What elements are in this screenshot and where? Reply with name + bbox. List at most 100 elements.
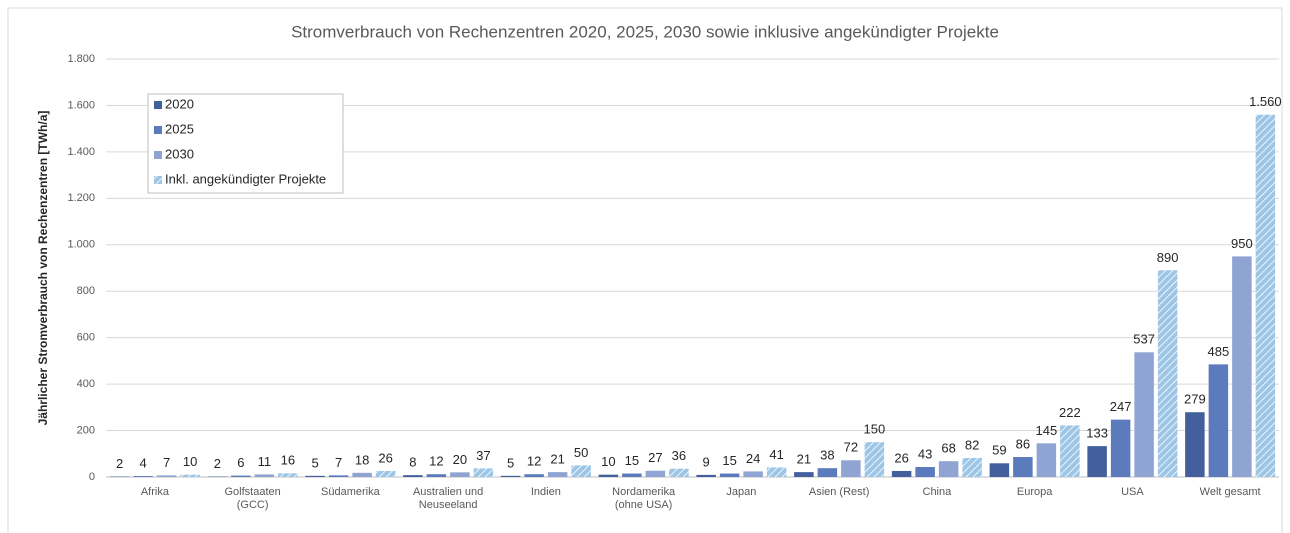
x-tick-label: Südamerika — [321, 486, 380, 498]
data-label: 890 — [1157, 250, 1179, 265]
data-label: 38 — [820, 448, 834, 463]
data-label: 537 — [1133, 332, 1155, 347]
bar — [1134, 352, 1154, 477]
x-tick-label: Asien (Rest) — [808, 486, 870, 498]
data-label: 27 — [648, 450, 662, 465]
y-tick-label: 1.800 — [67, 53, 95, 65]
x-tick-label: Australien und Neuseeland — [412, 486, 484, 511]
bar — [375, 470, 396, 477]
bar — [1185, 412, 1205, 477]
bar — [1232, 256, 1252, 477]
data-label: 10 — [601, 454, 615, 469]
data-label: 72 — [844, 440, 858, 455]
bar — [794, 472, 814, 477]
data-label: 11 — [258, 454, 272, 469]
bar — [571, 465, 591, 477]
bar — [622, 473, 642, 477]
data-label: 7 — [163, 455, 170, 470]
bar — [305, 475, 325, 477]
data-label: 133 — [1086, 426, 1108, 441]
data-label: 16 — [281, 453, 295, 468]
bar — [915, 467, 935, 477]
x-tick-label: Welt gesamt — [1199, 486, 1261, 498]
y-axis-label: Jährlicher Stromverbrauch von Rechenzent… — [36, 111, 50, 426]
bar — [719, 473, 740, 477]
bar — [352, 472, 372, 477]
bar — [1110, 419, 1131, 477]
data-label: 950 — [1231, 236, 1253, 251]
data-label: 59 — [992, 443, 1006, 458]
bar — [524, 474, 544, 477]
bar — [817, 468, 838, 477]
bar — [278, 473, 298, 477]
bar — [231, 475, 251, 477]
bar — [766, 467, 787, 477]
bar — [598, 474, 619, 477]
y-tick-label: 1.200 — [67, 192, 95, 204]
x-tick-label: Afrika — [140, 486, 169, 498]
data-label: 222 — [1059, 405, 1081, 420]
legend-label: 2030 — [165, 146, 194, 161]
bar — [1087, 446, 1107, 477]
bar — [989, 463, 1010, 477]
data-label: 7 — [335, 455, 342, 470]
bar — [1013, 457, 1033, 477]
y-tick-label: 0 — [89, 471, 95, 483]
legend-label: 2020 — [165, 96, 194, 111]
data-label: 50 — [574, 445, 588, 460]
bar — [938, 461, 959, 477]
data-label: 41 — [769, 447, 783, 462]
x-tick-label: USA — [1121, 486, 1144, 498]
data-label: 6 — [237, 455, 244, 470]
bar — [669, 468, 689, 477]
y-tick-label: 400 — [77, 378, 95, 390]
data-label: 82 — [965, 437, 979, 452]
data-label: 9 — [703, 454, 710, 469]
x-tick-label: Indien — [530, 486, 561, 498]
data-label: 24 — [746, 451, 760, 466]
x-tick-label: China — [922, 486, 952, 498]
legend-swatch — [154, 101, 162, 109]
data-label: 21 — [550, 452, 564, 467]
bar — [254, 474, 275, 477]
y-tick-label: 1.000 — [67, 239, 95, 251]
data-label: 36 — [672, 448, 686, 463]
data-label: 86 — [1016, 436, 1030, 451]
y-tick-label: 800 — [77, 285, 95, 297]
data-label: 2 — [214, 456, 221, 471]
legend-swatch — [154, 151, 162, 159]
bar — [743, 471, 763, 477]
data-label: 247 — [1110, 399, 1132, 414]
bar — [864, 442, 885, 477]
bar — [1255, 114, 1276, 477]
bar — [473, 468, 494, 477]
x-tick-label: Golfstaaten (GCC) — [224, 486, 281, 511]
data-label: 12 — [527, 454, 541, 469]
bar — [500, 475, 521, 477]
legend-box — [147, 93, 344, 194]
bar — [645, 470, 666, 477]
data-label: 37 — [476, 448, 490, 463]
data-label: 15 — [625, 453, 639, 468]
x-tick-label: Europa — [1016, 486, 1053, 498]
data-label: 1.560 — [1249, 94, 1282, 109]
bar — [962, 457, 982, 477]
data-label: 279 — [1184, 392, 1206, 407]
data-label: 21 — [797, 452, 811, 467]
legend-label: 2025 — [165, 121, 194, 136]
bar — [1036, 443, 1057, 477]
data-label: 43 — [918, 446, 932, 461]
data-label: 20 — [453, 452, 467, 467]
data-label: 150 — [864, 422, 886, 437]
data-label: 8 — [409, 455, 416, 470]
y-tick-label: 1.400 — [67, 146, 95, 158]
data-label: 4 — [140, 456, 147, 471]
bar — [841, 460, 861, 477]
x-tick-label: Japan — [726, 486, 757, 498]
legend-label: Inkl. angekündigter Projekte — [165, 171, 326, 186]
data-label: 18 — [355, 452, 369, 467]
y-tick-label: 200 — [77, 424, 95, 436]
y-tick-label: 1.600 — [67, 99, 95, 111]
bar — [403, 475, 423, 477]
